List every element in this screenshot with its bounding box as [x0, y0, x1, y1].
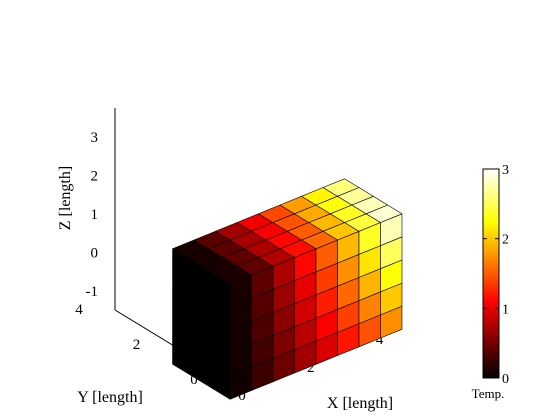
y-tick-label: 2 [133, 337, 141, 353]
y-axis-label: Y [length] [77, 389, 143, 406]
temperature-box [172, 178, 403, 400]
colorbar-tick-label: 3 [502, 163, 509, 178]
colorbar-tick-label: 2 [502, 233, 509, 248]
box-top-face-cell [322, 178, 360, 197]
colorbar-tick-label: 1 [502, 302, 509, 317]
z-ticks: -1 0 1 2 3 [86, 130, 99, 300]
colorbar: 0 1 2 3 Temp. [472, 163, 509, 401]
z-tick-label: 3 [91, 130, 99, 146]
colorbar-gradient [482, 168, 500, 379]
y-tick-label: 4 [75, 302, 83, 318]
z-tick-label: 2 [91, 168, 99, 184]
y-tick-label: 0 [190, 372, 198, 388]
z-tick-label: 0 [91, 245, 99, 261]
x-tick-label: 4 [376, 332, 384, 348]
x-ticks: 0 2 4 [238, 332, 384, 404]
y-ticks: 0 2 4 [75, 302, 198, 388]
x-axis-label: X [length] [327, 395, 393, 412]
z-tick-label: 1 [91, 207, 99, 223]
colorbar-tick-label: 0 [502, 372, 509, 387]
z-axis-label: Z [length] [57, 166, 74, 230]
axes-3d: -1 0 1 2 3 0 2 4 0 2 4 Z [length] Y [length] X [… [57, 108, 403, 412]
colorbar-label: Temp. [472, 386, 505, 401]
z-tick-label: -1 [86, 284, 99, 300]
colorbar-ticks: 0 1 2 3 [483, 163, 509, 387]
x-tick-label: 2 [307, 360, 315, 376]
x-tick-label: 0 [238, 388, 246, 404]
